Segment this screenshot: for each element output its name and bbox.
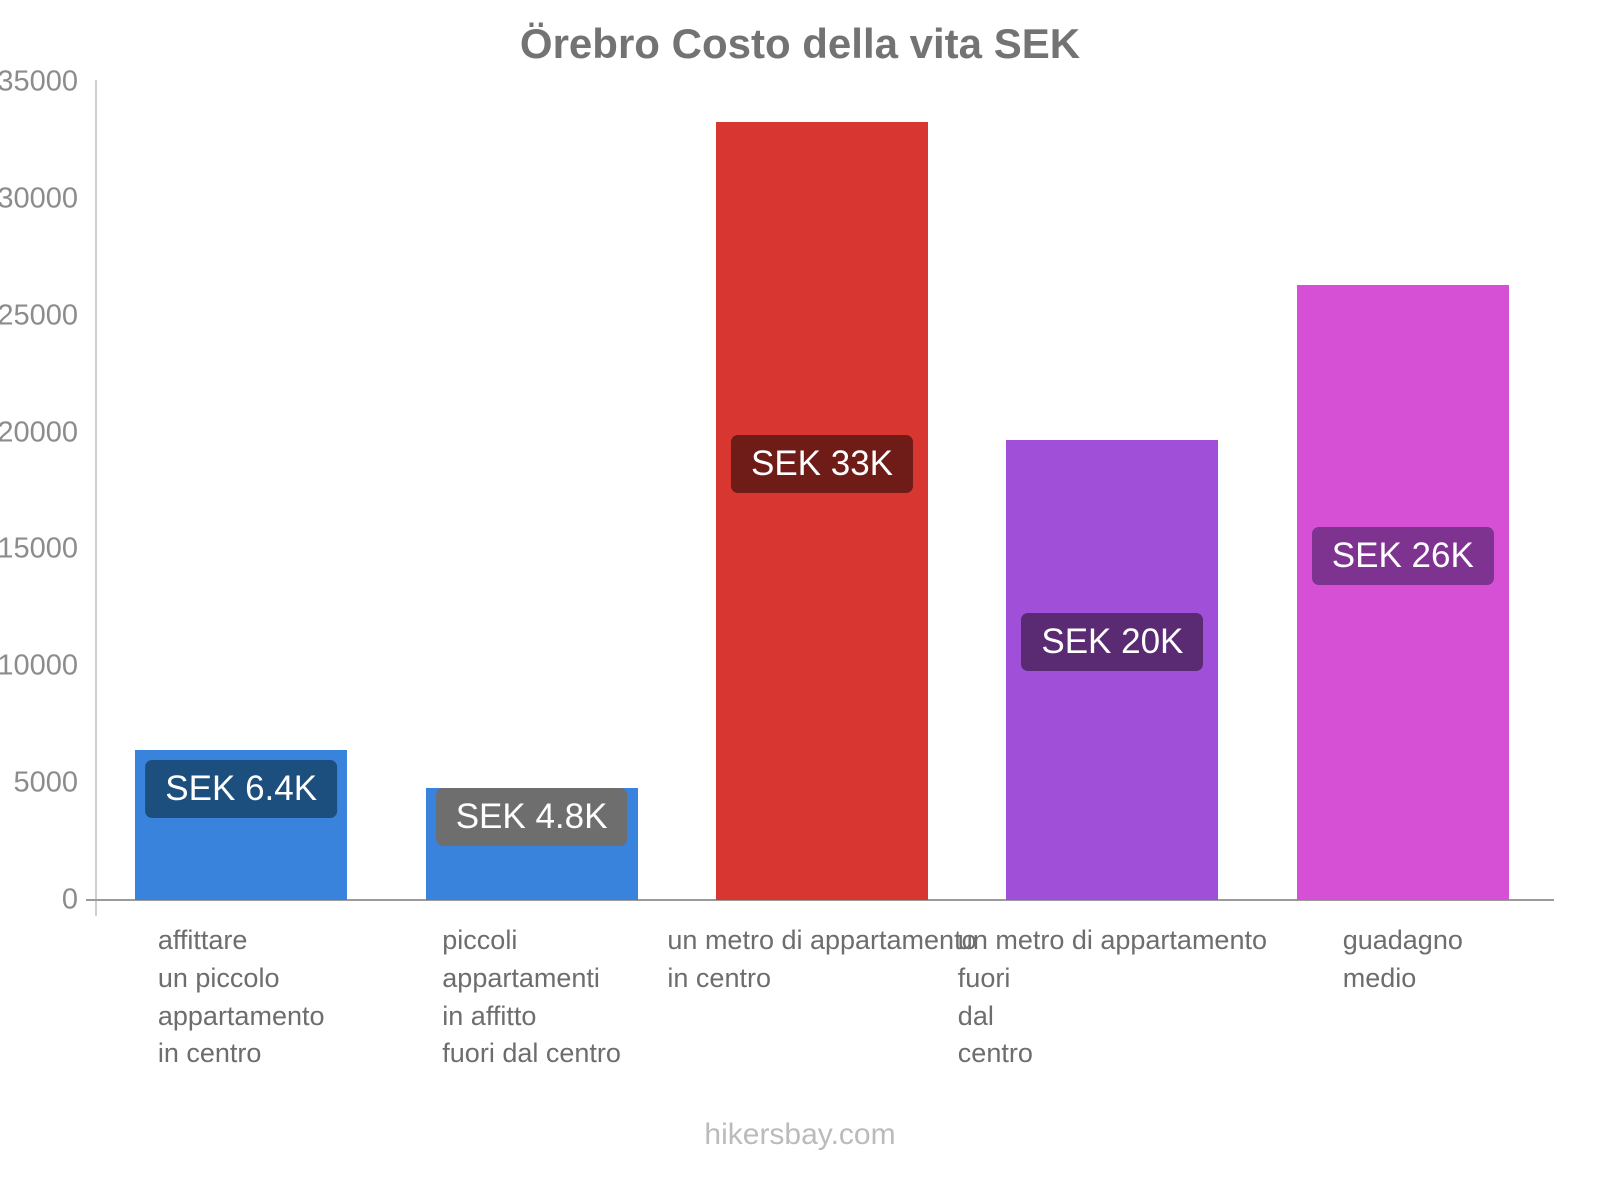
x-category-label-2: un metro di appartamento in centro (667, 925, 977, 993)
y-tick-label: 30000 (0, 182, 78, 215)
y-tick-label: 15000 (0, 532, 78, 565)
chart-title: Örebro Costo della vita SEK (519, 20, 1081, 67)
bar-value-label-3: SEK 20K (1021, 613, 1204, 672)
y-tick-label: 25000 (0, 299, 78, 332)
bar-4[interactable] (1296, 285, 1509, 900)
bar-2[interactable] (716, 121, 928, 900)
bar-value-label-2: SEK 33K (730, 435, 914, 494)
watermark-text: hikersbay.com (704, 1118, 896, 1151)
y-tick-label: 5000 (13, 766, 78, 799)
bar-value-label-0: SEK 6.4K (145, 760, 338, 819)
y-tick-label: 10000 (0, 649, 78, 682)
x-category-label-1: piccoli appartamenti in affitto fuori da… (442, 925, 621, 1069)
x-category-label-3: un metro di appartamento fuori dal centr… (957, 925, 1267, 1069)
plot-area: 0 5000 10000 15000 20000 25000 30000 35000 SEK 6… (0, 66, 1548, 1068)
y-tick-label: 0 (61, 883, 78, 916)
y-axis-line (95, 80, 97, 916)
x-category-label-0: affittare un piccolo appartamento in cen… (157, 925, 325, 1069)
y-tick-label: 20000 (0, 416, 78, 449)
y-tick-label: 35000 (0, 65, 78, 98)
x-category-label-4: guadagno medio (1342, 925, 1463, 993)
bar-value-label-1: SEK 4.8K (435, 787, 628, 846)
x-axis-line (86, 899, 1554, 901)
bar-value-label-4: SEK 26K (1311, 526, 1494, 585)
